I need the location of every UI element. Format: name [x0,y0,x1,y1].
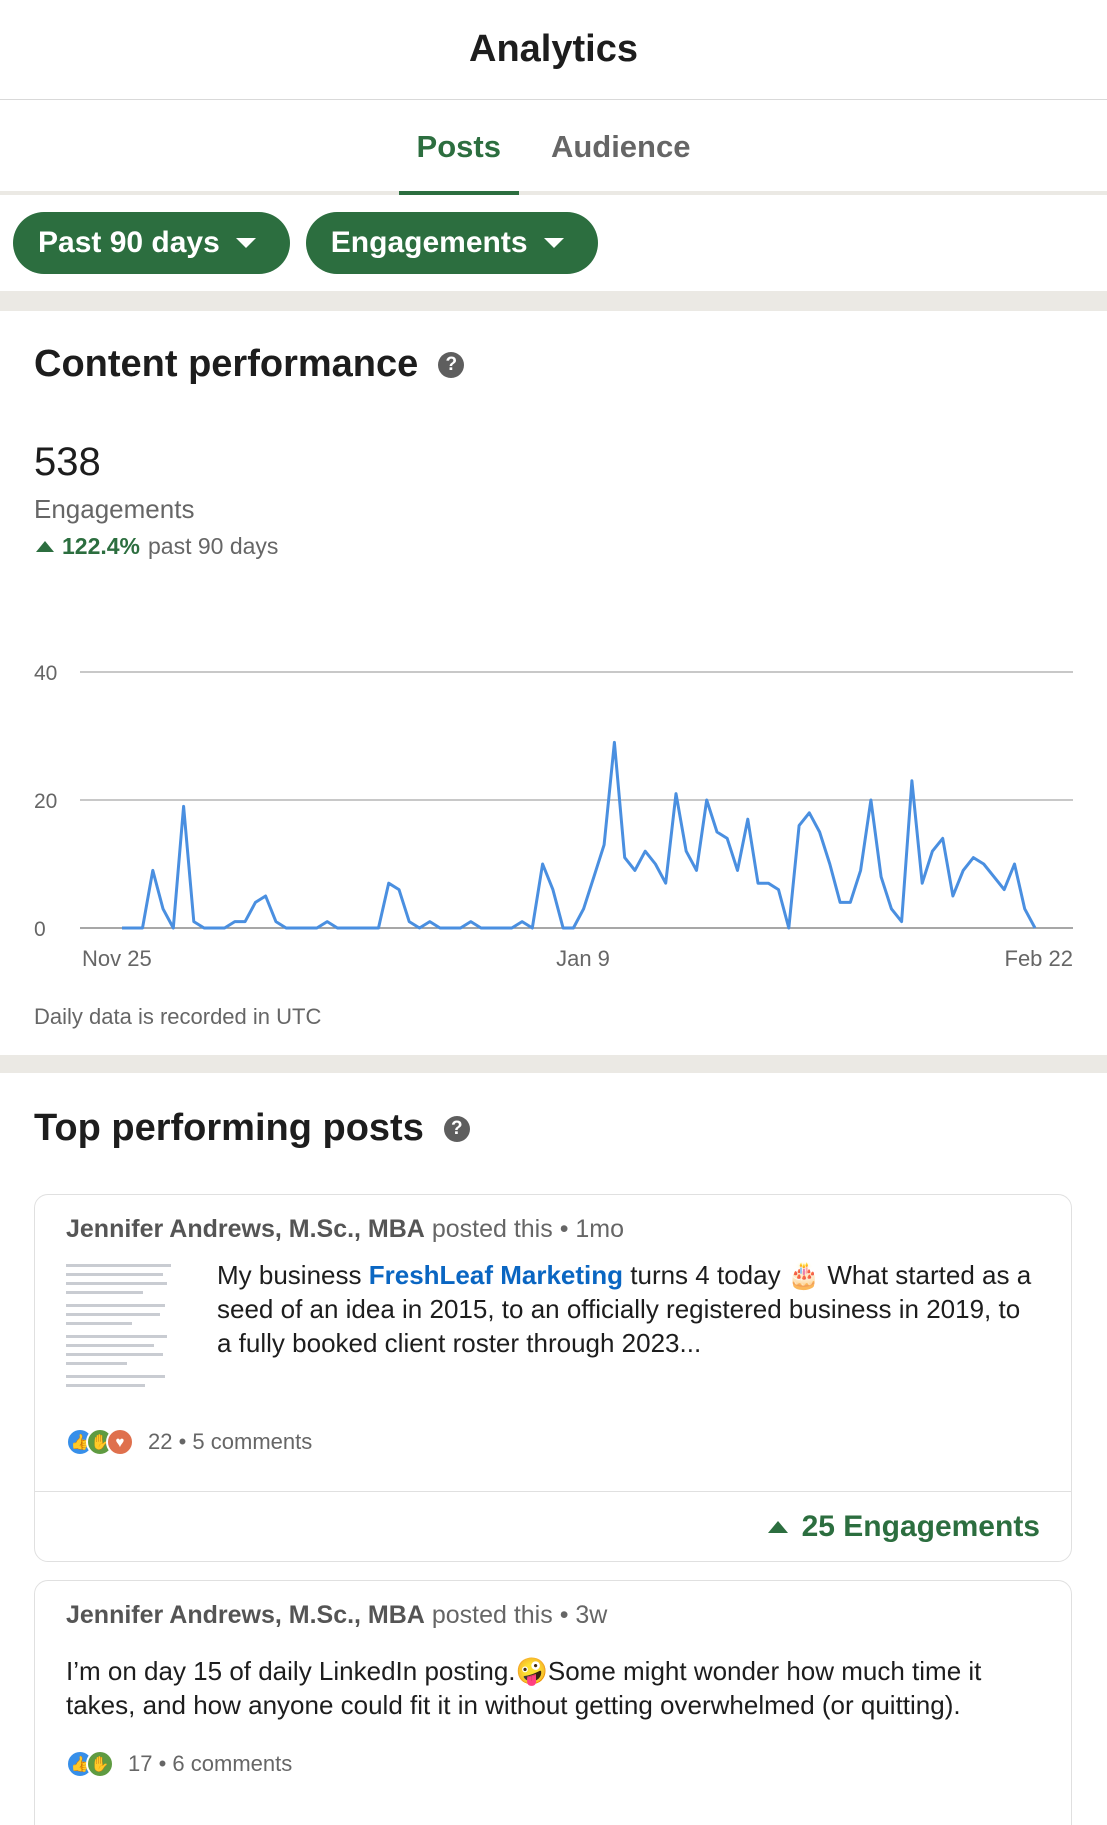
question-circle-icon[interactable]: ? [438,351,465,378]
date-range-label: Past 90 days [38,226,220,259]
x-tick-label: Nov 25 [82,946,152,971]
post-body: My business FreshLeaf Marketing turns 4 … [35,1244,1071,1387]
change-period: past 90 days [148,533,279,559]
engagements-line-chart: 0 20 40 Nov 25 Jan 9 Feb 22 [34,662,1074,971]
total-engagements-value: 538 [34,440,101,484]
post-header: Jennifer Andrews, M.Sc., MBA posted this… [35,1581,1071,1630]
comment-count: 5 comments [192,1429,313,1454]
company-mention-link[interactable]: FreshLeaf Marketing [368,1260,624,1290]
utc-note: Daily data is recorded in UTC [34,1004,322,1029]
separator-dot: • [152,1751,173,1776]
tab-posts[interactable]: Posts [398,129,519,195]
post-text[interactable]: My business FreshLeaf Marketing turns 4 … [217,1258,1040,1376]
post-card[interactable]: Jennifer Andrews, M.Sc., MBA posted this… [34,1194,1072,1562]
post-card[interactable]: Jennifer Andrews, M.Sc., MBA posted this… [34,1580,1072,1825]
total-engagements-label: Engagements [34,494,195,524]
post-body: I’m on day 15 of daily LinkedIn posting.… [35,1630,1071,1722]
y-tick-label: 40 [34,662,57,685]
page-title: Analytics [469,28,638,70]
engagement-change: 122.4% past 90 days [36,533,278,560]
post-author[interactable]: Jennifer Andrews, M.Sc., MBA [66,1215,425,1243]
section-divider [0,1055,1107,1073]
post-action: posted this [431,1215,553,1243]
date-range-dropdown[interactable]: Past 90 days [13,212,290,274]
reaction-count: 17 [128,1751,153,1776]
caret-down-icon [235,238,256,248]
post-thumbnail[interactable] [66,1258,176,1387]
tab-bar: Posts Audience [0,100,1107,195]
question-circle-icon[interactable]: ? [443,1115,470,1142]
metric-label: Engagements [330,226,528,259]
engagements-series-line[interactable] [122,740,1037,930]
reaction-count: 22 [148,1429,173,1454]
reaction-icons: 👍 ✋ ♥ [66,1428,134,1456]
x-tick-label: Jan 9 [556,946,610,971]
post-text-part: My business [217,1260,369,1290]
post-engagements: 25 Engagements [801,1509,1040,1543]
post-author[interactable]: Jennifer Andrews, M.Sc., MBA [66,1601,425,1629]
support-reaction-icon: ✋ [86,1750,114,1778]
section-title-text: Content performance [34,343,419,385]
love-reaction-icon: ♥ [106,1428,134,1456]
content-performance-title: Content performance ? [34,343,465,386]
filter-bar: Past 90 days Engagements [0,195,1107,291]
metric-dropdown[interactable]: Engagements [305,212,598,274]
post-text[interactable]: I’m on day 15 of daily LinkedIn posting.… [66,1656,982,1720]
comment-count: 6 comments [172,1751,293,1776]
separator-dot: • [559,1215,576,1243]
top-posts-header: Top performing posts ? [34,1107,470,1150]
reaction-icons: 👍 ✋ [66,1750,114,1778]
post-action: posted this [431,1601,553,1629]
tab-audience[interactable]: Audience [550,129,691,164]
section-divider [0,291,1107,311]
post-engagements-row[interactable]: 25 Engagements [35,1491,1071,1561]
post-age: 1mo [575,1215,625,1243]
separator-dot: • [172,1429,193,1454]
y-tick-label: 20 [34,790,57,813]
post-header: Jennifer Andrews, M.Sc., MBA posted this… [35,1195,1071,1244]
separator-dot: • [559,1601,576,1629]
post-social-counts[interactable]: 👍 ✋ ♥ 22 • 5 comments [35,1422,1071,1462]
caret-down-icon [543,238,564,248]
post-social-counts[interactable]: 👍 ✋ 17 • 6 comments [35,1744,1071,1784]
x-tick-label: Feb 22 [1005,946,1074,971]
section-title-text: Top performing posts [34,1107,424,1149]
top-posts-title: Top performing posts ? [34,1107,470,1150]
trend-up-icon [767,1520,788,1533]
y-tick-label: 0 [34,918,46,941]
trend-up-icon [36,541,54,552]
post-text-part: turns 4 today 🎂 What started as a seed o… [217,1260,1032,1358]
app-header: Analytics [0,0,1107,100]
change-value: 122.4% [62,533,141,559]
post-age: 3w [575,1601,608,1629]
